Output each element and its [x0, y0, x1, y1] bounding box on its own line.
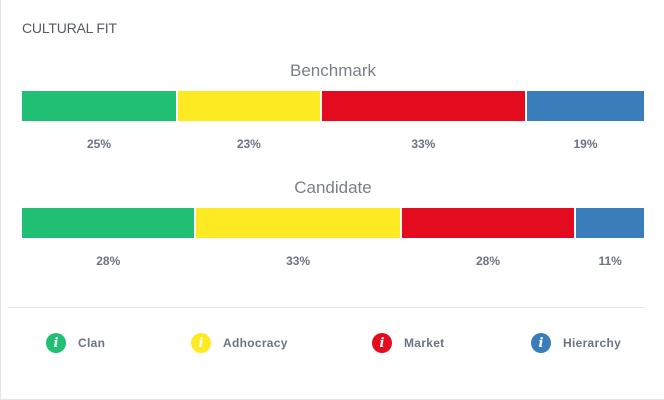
- candidate-bar: [22, 208, 645, 238]
- legend-label: Market: [404, 336, 445, 350]
- candidate-value-hierarchy: 11%: [598, 254, 622, 268]
- candidate-label: Candidate: [294, 178, 372, 197]
- benchmark-value-clan: 25%: [86, 137, 112, 151]
- candidate-value-clan: 28%: [96, 254, 121, 268]
- benchmark-segment-adhocracy[interactable]: [178, 91, 320, 121]
- benchmark-segment-clan[interactable]: [22, 91, 176, 121]
- candidate-value-market: 28%: [475, 254, 501, 268]
- benchmark-value-hierarchy: 19%: [573, 137, 598, 151]
- legend-item-clan[interactable]: i Clan: [46, 333, 105, 353]
- legend-label: Clan: [78, 336, 106, 350]
- legend-item-hierarchy[interactable]: i Hierarchy: [531, 333, 621, 353]
- legend: i Clan i Adhocracy i Market i Hierarchy: [1, 333, 664, 355]
- candidate-segment-market[interactable]: [401, 208, 575, 238]
- candidate-segment-hierarchy[interactable]: [576, 208, 645, 238]
- info-icon[interactable]: i: [46, 333, 66, 353]
- legend-label: Adhocracy: [223, 336, 288, 350]
- candidate-segment-adhocracy[interactable]: [196, 208, 400, 238]
- card-title: CULTURAL FIT: [22, 20, 117, 36]
- legend-label: Hierarchy: [563, 336, 622, 350]
- benchmark-values: 25% 23% 33% 19%: [22, 137, 644, 153]
- benchmark-segment-hierarchy[interactable]: [526, 91, 645, 121]
- candidate-values: 28% 33% 28% 11%: [22, 254, 644, 270]
- legend-item-adhocracy[interactable]: i Adhocracy: [191, 333, 288, 353]
- legend-item-market[interactable]: i Market: [372, 333, 444, 353]
- benchmark-bar: [22, 91, 645, 121]
- benchmark-value-market: 33%: [411, 137, 436, 151]
- info-icon[interactable]: i: [191, 333, 211, 353]
- benchmark-value-adhocracy: 23%: [236, 137, 261, 151]
- benchmark-segment-market[interactable]: [321, 91, 525, 121]
- candidate-segment-clan[interactable]: [22, 208, 195, 238]
- candidate-value-adhocracy: 33%: [286, 254, 311, 268]
- benchmark-label: Benchmark: [290, 61, 376, 80]
- info-icon[interactable]: i: [531, 333, 551, 353]
- info-icon[interactable]: i: [372, 333, 392, 353]
- divider: [8, 307, 644, 308]
